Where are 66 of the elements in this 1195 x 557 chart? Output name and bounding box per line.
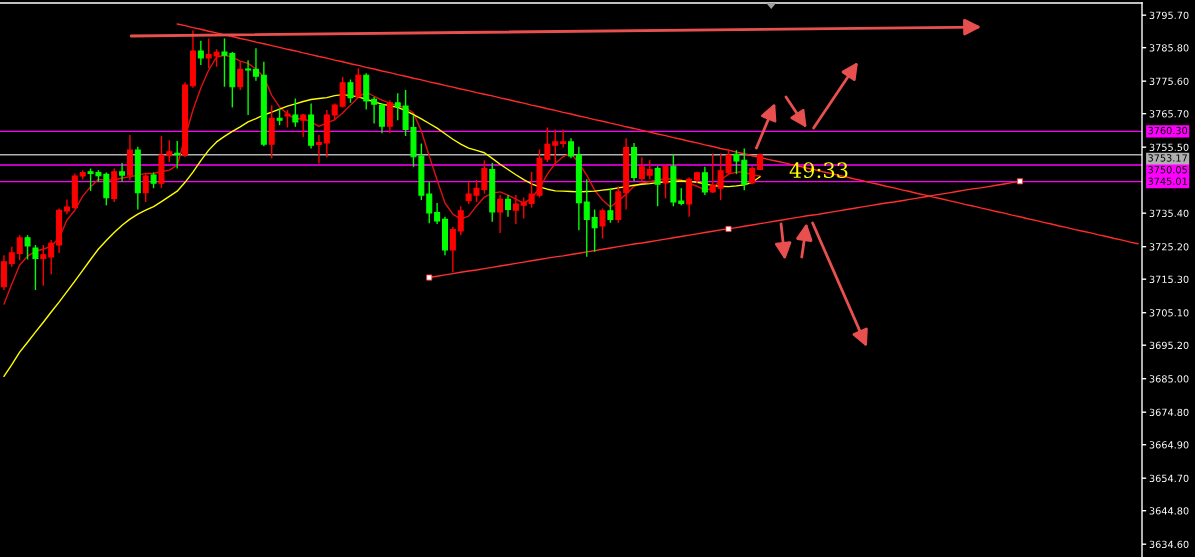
candlestick: [552, 128, 559, 166]
y-tick-label: 3685.00: [1149, 375, 1189, 383]
candlestick: [733, 149, 740, 175]
candlestick: [292, 97, 299, 128]
candlestick: [32, 244, 39, 291]
candlestick: [520, 196, 527, 220]
candlestick: [252, 47, 259, 82]
candlestick: [599, 207, 606, 240]
candlestick: [394, 92, 401, 121]
candlestick: [197, 40, 204, 66]
y-tick-label: 3755.50: [1149, 143, 1189, 151]
y-tick-label: 3644.80: [1149, 507, 1189, 515]
y-tick-label: 3695.20: [1149, 341, 1189, 350]
candlestick: [245, 59, 252, 116]
y-tick-label: 3715.30: [1149, 275, 1189, 284]
ref-line-label: 3745.01: [1148, 177, 1187, 185]
candlestick: [426, 180, 433, 225]
ref-line-label: 3760.30: [1148, 126, 1188, 135]
ref-line-label: 3750.05: [1148, 166, 1187, 174]
y-tick-label: 3775.60: [1149, 77, 1189, 85]
candlestick: [174, 140, 181, 170]
candlestick: [568, 137, 574, 160]
candlestick: [607, 187, 614, 224]
candlestick: [654, 165, 661, 207]
y-tick-label: 3765.70: [1149, 110, 1189, 118]
candlestick: [638, 156, 645, 183]
y-tick-label: 3674.80: [1149, 408, 1189, 417]
candlestick: [48, 239, 55, 275]
y-tick-label: 3785.80: [1149, 44, 1189, 52]
candlestick: [347, 78, 354, 104]
candlestick: [457, 205, 464, 236]
candlestick: [16, 234, 23, 261]
candlestick: [646, 159, 653, 181]
candlestick: [662, 164, 669, 200]
candlestick: [512, 194, 519, 225]
candlestick: [709, 152, 716, 194]
candlestick: [701, 166, 708, 196]
y-tick-label: 3795.70: [1149, 11, 1189, 19]
candlestick: [142, 172, 149, 203]
candlestick: [583, 178, 590, 258]
candlestick: [24, 234, 31, 261]
candlestick: [237, 61, 244, 91]
y-tick-label: 3634.60: [1149, 540, 1189, 549]
candlestick: [378, 102, 385, 135]
candlestick: [560, 128, 567, 149]
y-tick-label: 3654.70: [1149, 474, 1189, 483]
candlestick: [40, 244, 47, 287]
candlestick: [355, 67, 362, 99]
candlestick: [300, 113, 307, 138]
ref-line-label: 3753.17: [1148, 154, 1187, 162]
candlestick: [339, 76, 346, 109]
y-tick-label: 3705.10: [1149, 309, 1189, 317]
candlestick: [449, 226, 456, 273]
candlestick: [497, 194, 504, 234]
candlestick: [371, 96, 378, 125]
candlestick: [119, 162, 126, 183]
candlestick: [386, 99, 393, 135]
y-tick-label: 3664.90: [1149, 441, 1189, 449]
candlestick: [315, 134, 322, 165]
candlestick: [8, 245, 15, 268]
candlestick: [504, 194, 511, 218]
candlestick: [434, 202, 441, 225]
candlestick: [741, 147, 748, 191]
y-tick-label: 3735.40: [1149, 209, 1189, 217]
candlestick: [591, 208, 598, 253]
y-tick-label: 3725.20: [1149, 243, 1189, 251]
